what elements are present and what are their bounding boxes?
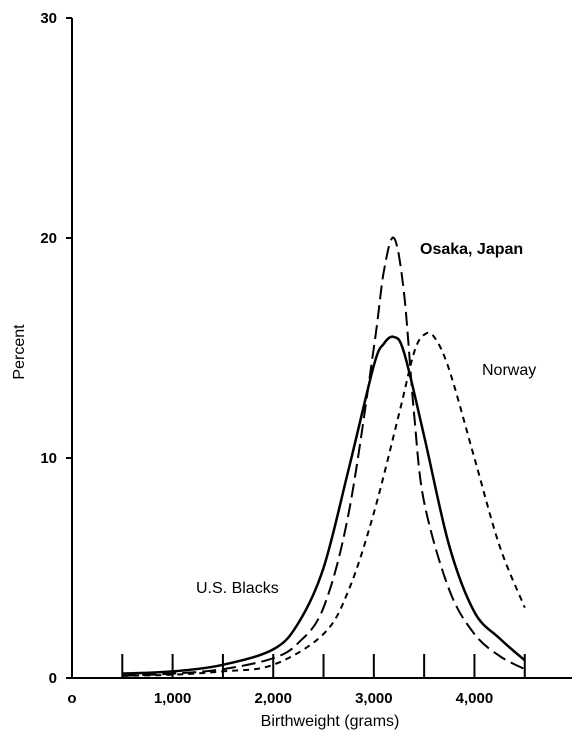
- series-line-osaka: [122, 236, 526, 677]
- series-label-osaka: Osaka, Japan: [420, 241, 523, 258]
- series-layer: [122, 236, 526, 677]
- ticks: 0 10 20 30 o 1,000 2,000 3,000 4,000: [40, 10, 526, 707]
- axes: [71, 18, 572, 679]
- series-label-usblacks: U.S. Blacks: [196, 580, 279, 597]
- x-tick-label: 3,000: [355, 690, 393, 707]
- x-tick-label: 1,000: [154, 690, 192, 707]
- x-tick-label: 2,000: [254, 690, 292, 707]
- y-tick-label: 10: [40, 450, 57, 467]
- labels-layer: Percent Birthweight (grams) Osaka, Japan…: [11, 241, 536, 730]
- x-axis-title: Birthweight (grams): [261, 713, 400, 730]
- series-line-us-blacks: [122, 335, 526, 675]
- y-tick-label: 20: [40, 230, 57, 247]
- series-line-norway: [122, 331, 526, 677]
- x-tick-label: 4,000: [456, 690, 494, 707]
- x-tick-label: o: [67, 690, 76, 707]
- y-tick-label: 30: [40, 10, 57, 27]
- y-axis-title: Percent: [11, 324, 28, 380]
- y-tick-label: 0: [49, 670, 57, 687]
- series-label-norway: Norway: [482, 362, 536, 379]
